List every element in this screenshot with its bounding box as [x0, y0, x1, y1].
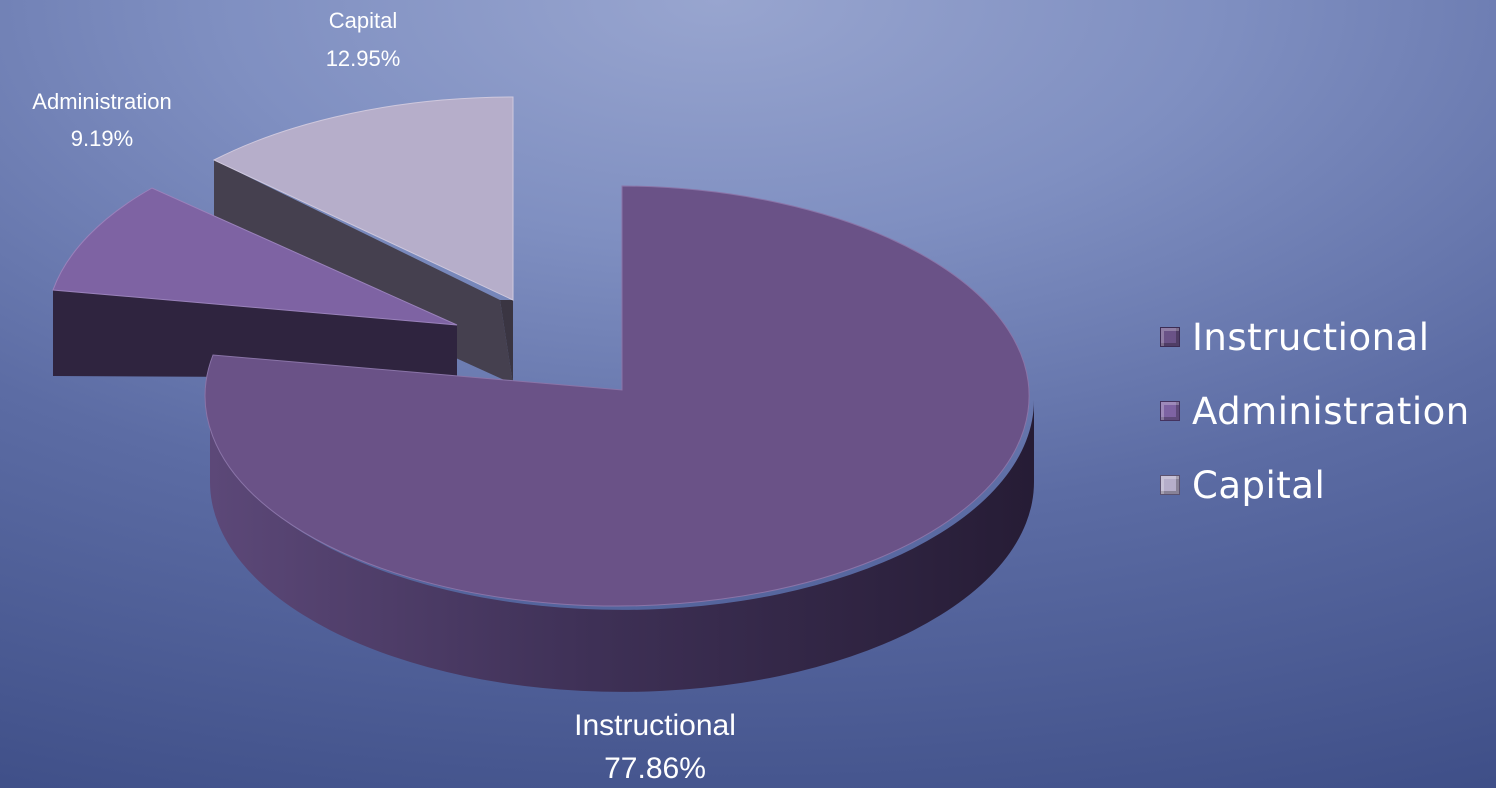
legend-item-instructional: Instructional [1160, 300, 1496, 374]
legend-swatch-administration [1160, 401, 1180, 421]
legend-item-capital: Capital [1160, 448, 1496, 522]
pie-slice-administration-top [52, 187, 458, 326]
data-label-administration-name: Administration [32, 89, 171, 114]
chart-legend: Instructional Administration Capital [1160, 300, 1496, 522]
legend-swatch-instructional [1160, 327, 1180, 347]
pie-slice-administration [52, 187, 458, 378]
pie-slice-administration-side [53, 290, 457, 378]
pie-slice-instructional-top [204, 185, 1030, 607]
legend-item-administration: Administration [1160, 374, 1496, 448]
data-label-administration: Administration 9.19% [32, 89, 171, 151]
pie-slice-capital-inner-side [500, 300, 513, 384]
legend-swatch-capital [1160, 475, 1180, 495]
data-label-instructional-value: 77.86% [604, 752, 706, 785]
pie-slice-capital-top [212, 96, 514, 301]
data-label-capital-name: Capital [329, 8, 397, 33]
data-label-capital: Capital 12.95% [326, 8, 401, 71]
data-label-instructional: Instructional 77.86% [574, 709, 736, 785]
data-label-capital-value: 12.95% [326, 46, 401, 71]
legend-label-administration: Administration [1192, 389, 1470, 433]
legend-label-instructional: Instructional [1192, 315, 1430, 359]
pie-slice-instructional-side [210, 400, 1034, 692]
pie-slice-instructional [204, 185, 1034, 692]
data-label-instructional-name: Instructional [574, 709, 736, 742]
legend-label-capital: Capital [1192, 463, 1326, 507]
data-label-administration-value: 9.19% [71, 126, 133, 151]
